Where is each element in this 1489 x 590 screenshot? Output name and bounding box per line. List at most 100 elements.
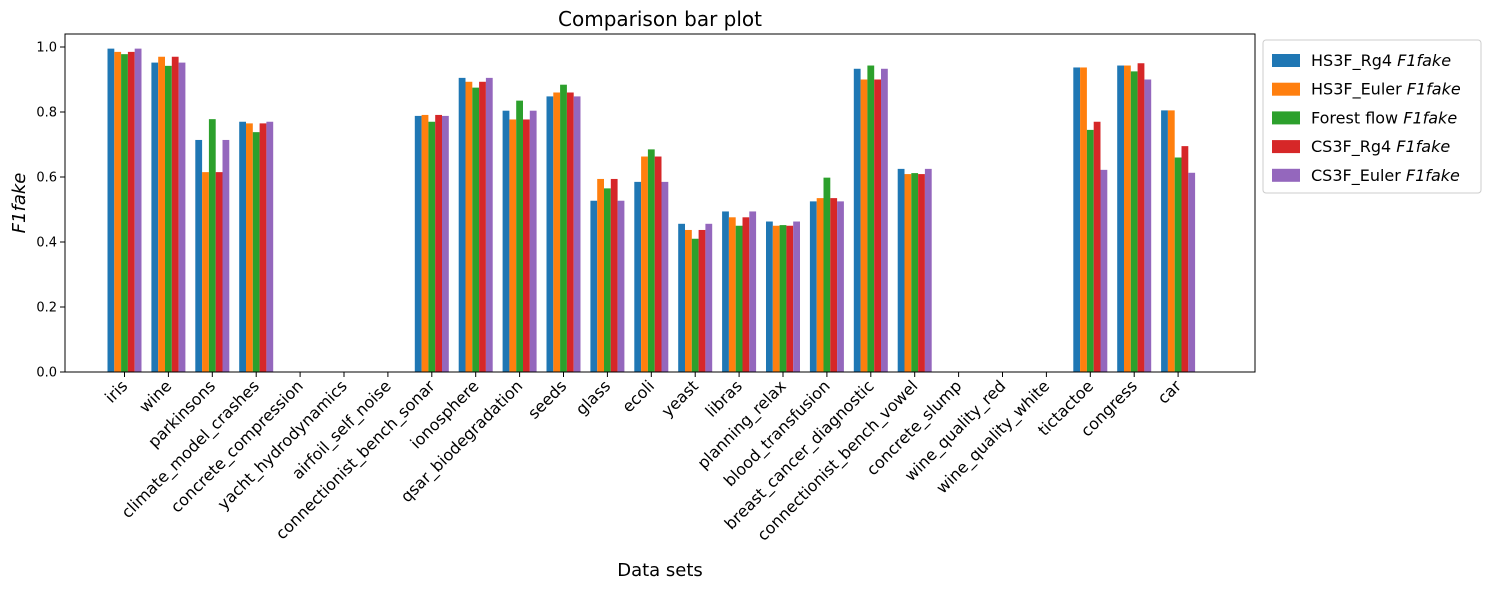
bar-tictactoe-HS3F_Euler [1080, 67, 1087, 372]
bar-wine-Forest-flow [165, 65, 172, 372]
bar-ecoli-Forest-flow [647, 149, 655, 373]
legend-swatch [1272, 82, 1300, 96]
bar-parkinsons-CS3F_Euler [222, 139, 230, 372]
bar-iris-HS3F_Rg4 [107, 48, 115, 373]
bar-seeds-HS3F_Rg4 [546, 96, 554, 373]
bar-connectionist_bench_sonar-HS3F_Euler [421, 114, 429, 373]
bar-ecoli-HS3F_Euler [641, 156, 648, 372]
bar-congress-CS3F_Rg4 [1137, 63, 1145, 372]
bar-parkinsons-CS3F_Rg4 [215, 172, 223, 373]
bar-ionosphere-Forest-flow [472, 87, 480, 373]
bar-qsar_biodegradation-HS3F_Rg4 [502, 110, 510, 372]
legend-swatch [1272, 168, 1300, 182]
x-axis-label: Data sets [617, 560, 703, 581]
bar-connectionist_bench_sonar-CS3F_Rg4 [435, 114, 442, 373]
x-axis: iris wineparkinsonsclimate_model_crashesc… [101, 372, 1185, 545]
bar-planning_relax-Forest-flow [779, 225, 787, 372]
x-tick-label: wine [135, 376, 175, 416]
bar-connectionist_bench_sonar-Forest-flow [428, 121, 436, 372]
bar-blood_transfusion-CS3F_Euler [837, 201, 844, 373]
bar-qsar_biodegradation-CS3F_Euler [529, 110, 537, 372]
bar-glass-Forest-flow [604, 188, 611, 372]
bar-breast_cancer_diagnostic-CS3F_Rg4 [874, 79, 881, 372]
bar-wine-CS3F_Rg4 [171, 56, 179, 372]
bar-glass-CS3F_Rg4 [610, 178, 618, 372]
bar-car-CS3F_Euler [1188, 172, 1196, 372]
bar-congress-Forest-flow [1130, 71, 1138, 373]
bars-group [107, 48, 1196, 373]
bar-connectionist_bench_vowel-CS3F_Euler [924, 168, 932, 373]
bar-glass-HS3F_Rg4 [590, 200, 598, 372]
bar-blood_transfusion-Forest-flow [823, 177, 831, 372]
bar-libras-CS3F_Euler [749, 211, 757, 372]
plot-frame [64, 33, 1256, 373]
bar-libras-HS3F_Euler [728, 217, 736, 372]
bar-connectionist_bench_sonar-HS3F_Rg4 [414, 115, 422, 373]
bar-blood_transfusion-CS3F_Rg4 [830, 198, 838, 372]
bar-libras-CS3F_Rg4 [742, 217, 750, 372]
legend-swatch [1272, 54, 1300, 67]
bar-climate_model_crashes-HS3F_Euler [246, 123, 253, 372]
bar-planning_relax-CS3F_Rg4 [786, 225, 794, 372]
bar-ecoli-CS3F_Euler [661, 181, 669, 373]
y-tick-label: 1.0 [36, 41, 57, 56]
bar-car-CS3F_Rg4 [1181, 146, 1189, 372]
legend-entry: HS3F_Rg4 F1fake [1311, 51, 1451, 71]
bar-car-HS3F_Rg4 [1161, 110, 1168, 373]
bar-car-HS3F_Euler [1167, 110, 1175, 373]
bar-connectionist_bench_vowel-CS3F_Rg4 [918, 174, 925, 372]
legend-frame [1262, 39, 1482, 194]
bar-connectionist_bench_vowel-Forest-flow [911, 173, 919, 372]
bar-congress-HS3F_Euler [1124, 65, 1131, 372]
bar-glass-HS3F_Euler [597, 178, 604, 372]
bar-ionosphere-HS3F_Euler [465, 81, 473, 372]
bar-ionosphere-CS3F_Euler [485, 77, 493, 373]
bar-ionosphere-CS3F_Rg4 [479, 81, 486, 372]
legend-entry: Forest flow F1fake [1311, 108, 1457, 127]
bar-tictactoe-CS3F_Rg4 [1093, 121, 1101, 372]
bar-yeast-HS3F_Rg4 [678, 223, 685, 372]
x-tick-label: car [1154, 376, 1186, 408]
bar-connectionist_bench_vowel-HS3F_Rg4 [897, 168, 905, 373]
legend: HS3F_Rg4 F1fake HS3F_Euler F1fake Forest f… [1262, 39, 1482, 194]
bar-libras-Forest-flow [735, 225, 743, 372]
bar-seeds-CS3F_Euler [573, 96, 581, 373]
y-tick-label: 0.2 [36, 301, 57, 316]
bar-congress-CS3F_Euler [1144, 79, 1152, 372]
bar-iris-HS3F_Euler [114, 51, 122, 373]
bar-breast_cancer_diagnostic-HS3F_Euler [860, 79, 868, 372]
bar-parkinsons-HS3F_Rg4 [195, 139, 203, 372]
x-tick-label: seeds [524, 376, 570, 422]
bar-breast_cancer_diagnostic-CS3F_Euler [881, 68, 888, 373]
bar-seeds-CS3F_Rg4 [566, 92, 574, 372]
legend-swatch [1272, 140, 1300, 154]
bar-yeast-Forest-flow [691, 238, 699, 372]
bar-climate_model_crashes-CS3F_Euler [266, 121, 274, 372]
bar-connectionist_bench_sonar-CS3F_Euler [442, 115, 449, 373]
y-tick-label: 0.4 [36, 236, 57, 251]
bar-parkinsons-HS3F_Euler [202, 172, 209, 373]
bar-qsar_biodegradation-Forest-flow [516, 100, 523, 373]
bar-tictactoe-HS3F_Rg4 [1073, 67, 1081, 372]
bar-yeast-CS3F_Euler [705, 223, 713, 372]
bar-climate_model_crashes-Forest-flow [252, 132, 260, 372]
bar-planning_relax-HS3F_Euler [772, 225, 780, 372]
bar-wine-CS3F_Euler [178, 62, 186, 372]
bar-tictactoe-Forest-flow [1086, 129, 1094, 373]
x-tick-label: glass [572, 376, 614, 418]
bar-blood_transfusion-HS3F_Euler [816, 198, 824, 372]
bar-planning_relax-CS3F_Euler [793, 221, 800, 372]
bar-iris-CS3F_Rg4 [127, 51, 135, 373]
bar-qsar_biodegradation-CS3F_Rg4 [523, 119, 530, 372]
bar-planning_relax-HS3F_Rg4 [766, 221, 773, 372]
bar-connectionist_bench_vowel-HS3F_Euler [904, 174, 912, 372]
bar-seeds-HS3F_Euler [553, 92, 561, 372]
bar-tictactoe-CS3F_Euler [1100, 169, 1108, 372]
x-tick-label: yeast [658, 376, 702, 420]
bar-libras-HS3F_Rg4 [722, 211, 729, 372]
bar-wine-HS3F_Euler [158, 56, 165, 372]
y-tick-label: 0.8 [36, 106, 57, 121]
bar-ecoli-CS3F_Rg4 [654, 156, 662, 372]
bar-climate_model_crashes-CS3F_Rg4 [259, 123, 267, 372]
